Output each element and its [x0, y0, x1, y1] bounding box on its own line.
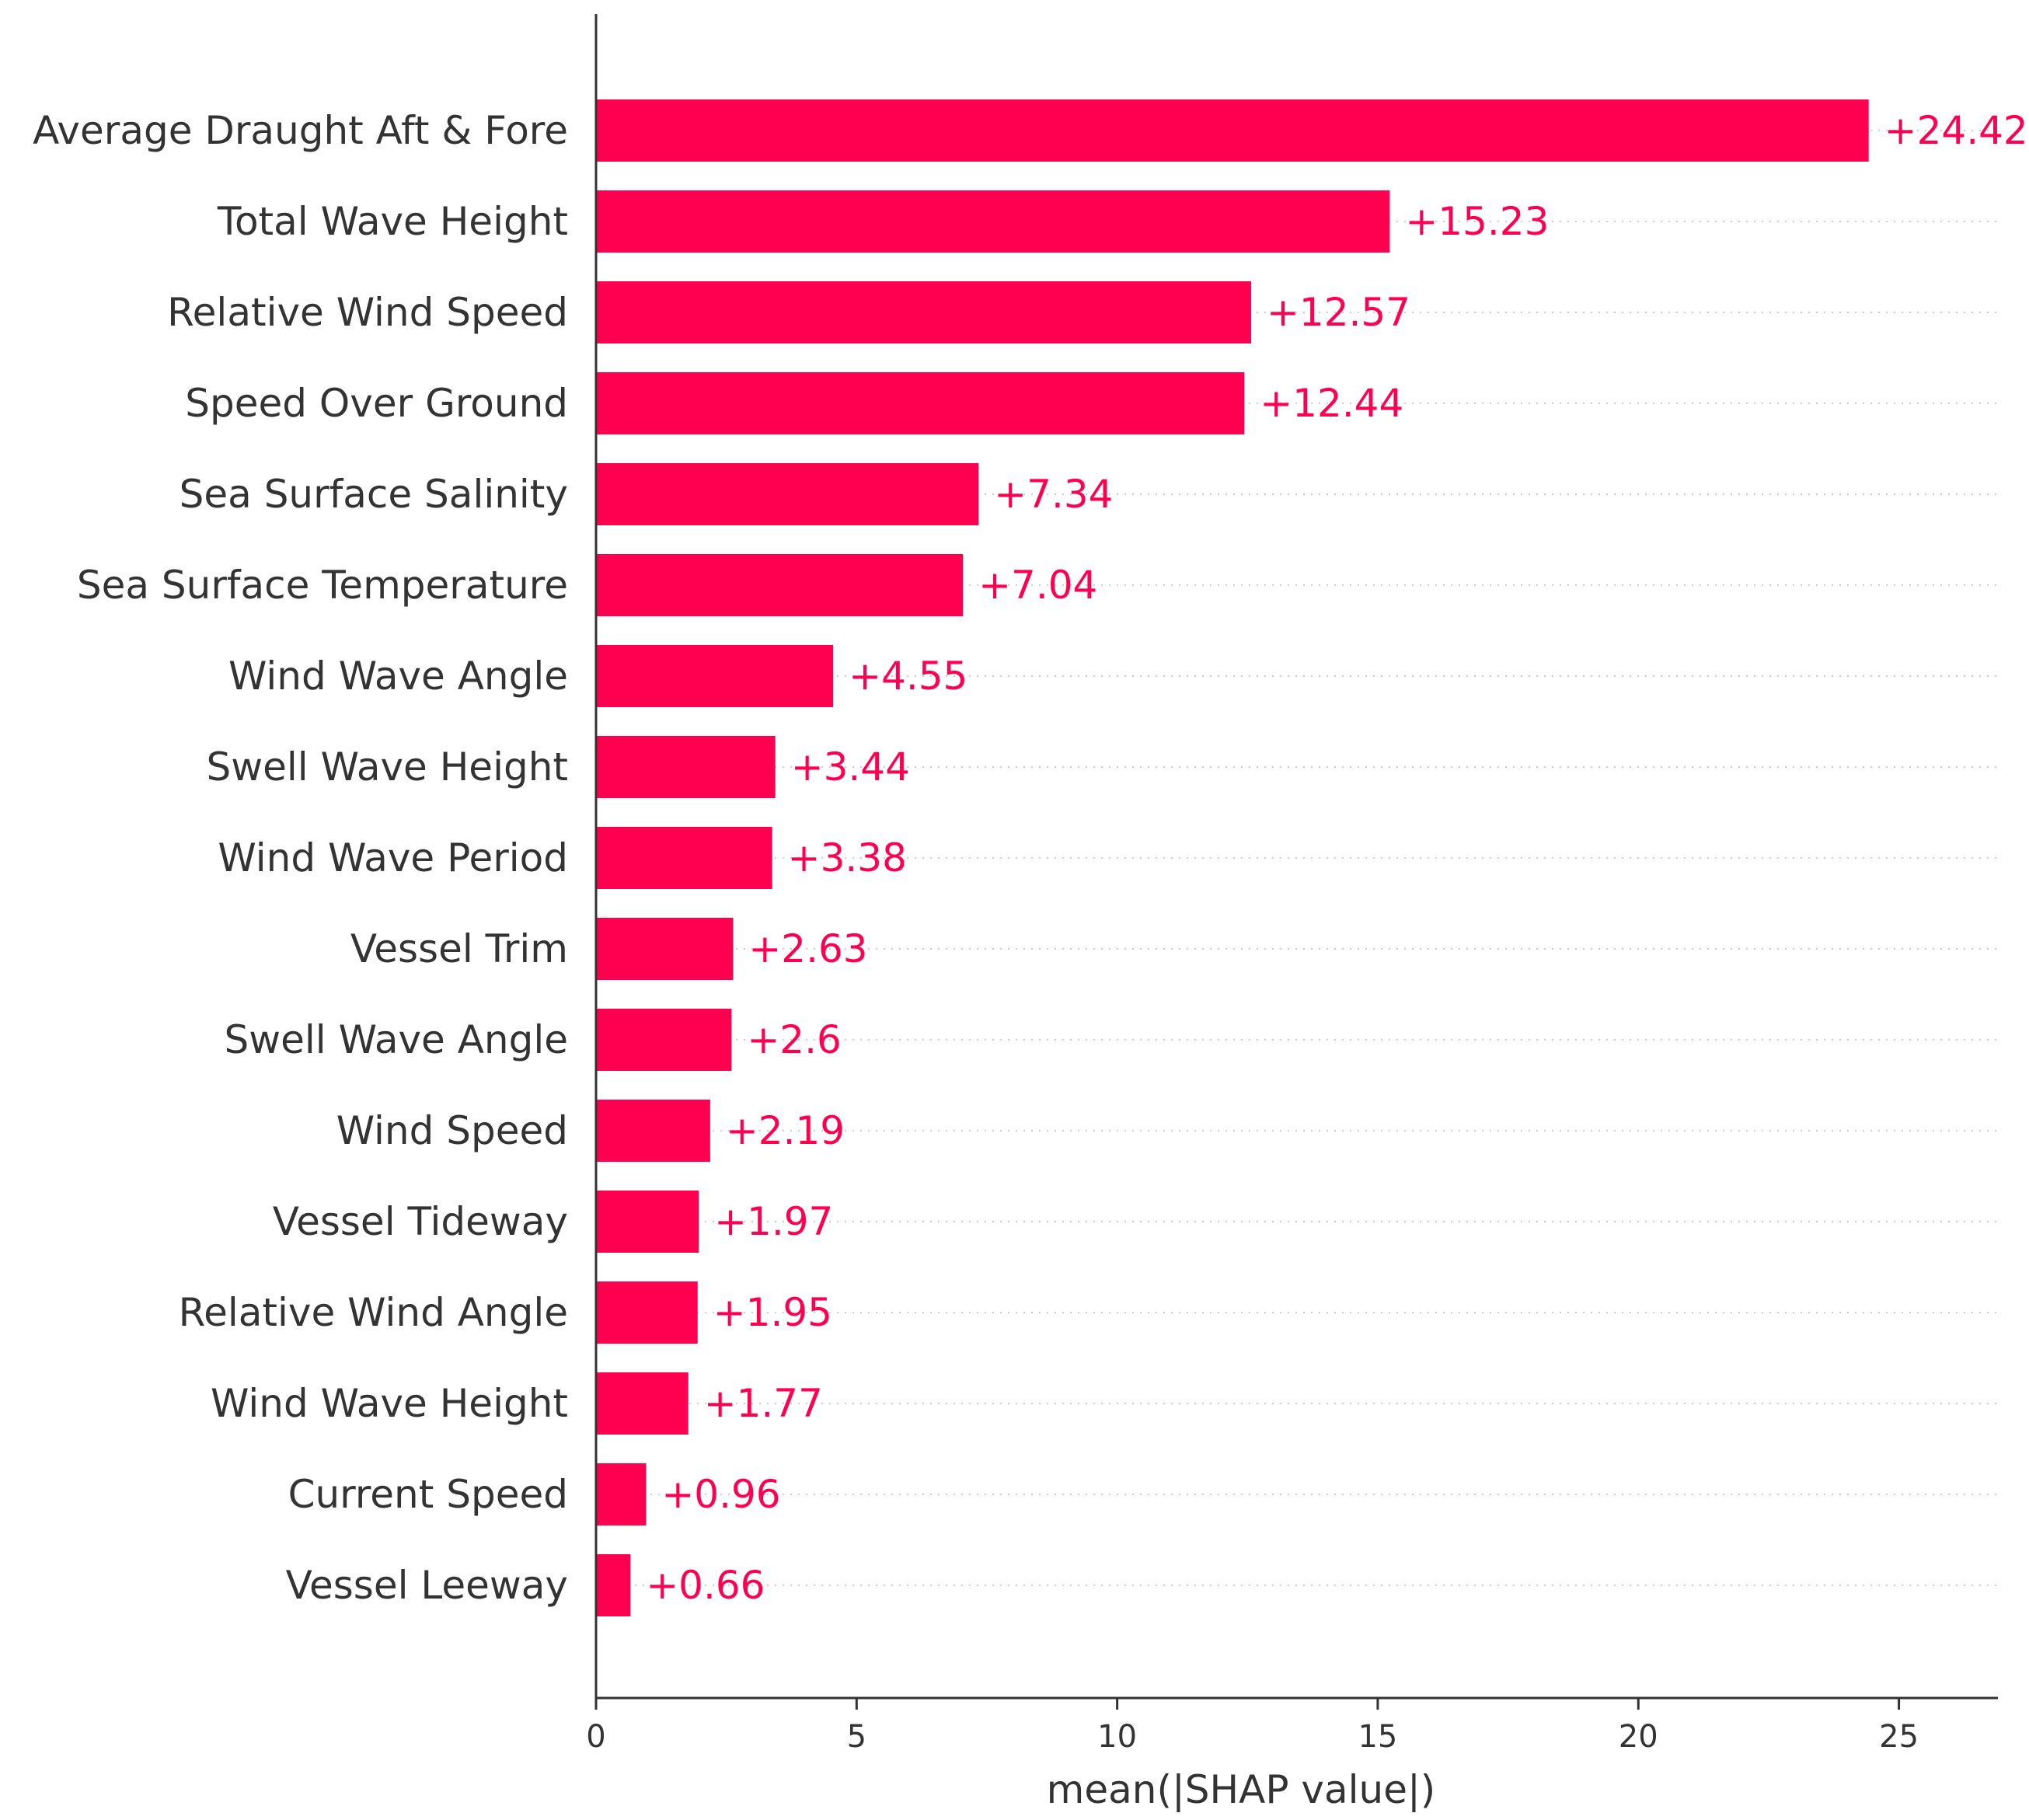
bar [596, 372, 1245, 434]
bar [596, 99, 1869, 162]
category-label: Sea Surface Salinity [180, 472, 568, 517]
category-label: Speed Over Ground [185, 381, 568, 426]
bar [596, 1009, 732, 1071]
bar [596, 1100, 710, 1162]
bar [596, 645, 834, 707]
x-tick-label: 10 [1097, 1719, 1137, 1755]
value-label: +1.97 [714, 1199, 833, 1244]
bar [596, 1191, 699, 1253]
value-label: +1.95 [713, 1290, 832, 1335]
x-tick-label: 5 [847, 1719, 866, 1755]
category-label: Average Draught Aft & Fore [33, 108, 568, 153]
value-label: +7.04 [978, 563, 1097, 608]
bars [596, 99, 1869, 1616]
x-tick-label: 20 [1619, 1719, 1658, 1755]
category-label: Wind Wave Angle [228, 654, 568, 699]
category-label: Wind Wave Height [211, 1381, 568, 1426]
x-tick-label: 25 [1879, 1719, 1919, 1755]
value-label: +3.38 [788, 835, 907, 880]
category-label: Total Wave Height [217, 199, 568, 244]
value-label: +24.42 [1884, 108, 2028, 153]
bar [596, 736, 776, 798]
value-label: +2.6 [747, 1017, 841, 1062]
bar [596, 1281, 698, 1344]
x-axis-ticks: 0 5 10 15 20 25 [586, 1698, 1919, 1755]
bar [596, 463, 979, 525]
value-label: +12.57 [1267, 290, 1410, 335]
category-label: Relative Wind Angle [179, 1290, 568, 1335]
value-label: +3.44 [791, 744, 910, 790]
category-labels: Average Draught Aft & Fore Total Wave Hei… [33, 108, 568, 1608]
bar [596, 918, 734, 980]
x-tick-label: 0 [586, 1719, 605, 1755]
x-tick-label: 15 [1358, 1719, 1397, 1755]
bar [596, 1372, 689, 1435]
value-label: +2.63 [748, 926, 867, 971]
category-label: Wind Speed [336, 1108, 568, 1153]
bar [596, 827, 772, 889]
bar [596, 554, 964, 616]
value-labels: +24.42 +15.23 +12.57 +12.44 +7.34 +7.04 +4.55 +… [646, 108, 2027, 1608]
category-label: Vessel Leeway [286, 1563, 568, 1608]
category-label: Vessel Tideway [273, 1199, 568, 1244]
category-label: Swell Wave Angle [225, 1017, 568, 1062]
value-label: +7.34 [994, 472, 1113, 517]
value-label: +12.44 [1260, 381, 1403, 426]
category-label: Wind Wave Period [218, 835, 568, 880]
value-label: +0.96 [661, 1472, 780, 1517]
x-axis-title: mean(|SHAP value|) [1047, 1767, 1436, 1812]
category-label: Sea Surface Temperature [77, 563, 568, 608]
category-label: Swell Wave Height [207, 744, 568, 790]
bar [596, 1463, 647, 1525]
value-label: +1.77 [704, 1381, 823, 1426]
bar [596, 281, 1251, 343]
value-label: +15.23 [1405, 199, 1549, 244]
category-label: Current Speed [288, 1472, 568, 1517]
value-label: +4.55 [849, 654, 967, 699]
bar [596, 1554, 631, 1616]
category-label: Relative Wind Speed [167, 290, 568, 335]
category-label: Vessel Trim [350, 926, 568, 971]
value-label: +2.19 [726, 1108, 845, 1153]
bar [596, 190, 1390, 253]
value-label: +0.66 [646, 1563, 765, 1608]
